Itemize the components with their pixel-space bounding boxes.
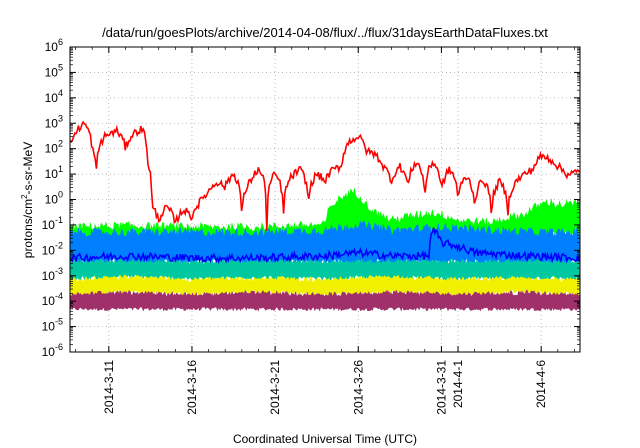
y-tick-label: 104 — [45, 88, 63, 105]
x-tick-label: 2014-4-6 — [534, 360, 548, 408]
y-axis-label-sup: 2 — [20, 194, 29, 199]
y-axis: 10-610-510-410-310-210-11001011021031041… — [42, 37, 580, 359]
y-tick-label-exp: 1 — [58, 164, 63, 174]
series-band-4 — [70, 220, 580, 264]
y-tick-label-exp: -5 — [55, 317, 63, 327]
y-tick-label-base: 10 — [45, 167, 59, 181]
y-tick-label-exp: 4 — [58, 88, 63, 98]
y-tick-label-base: 10 — [45, 91, 59, 105]
x-tick-label: 2014-4-1 — [451, 360, 465, 408]
y-tick-label: 106 — [45, 37, 63, 54]
series-line-6 — [70, 120, 580, 231]
y-tick-label: 10-4 — [42, 291, 63, 308]
y-tick-label-exp: -2 — [55, 240, 63, 250]
y-tick-label-exp: -3 — [55, 266, 63, 276]
y-tick-label: 10-3 — [42, 266, 63, 283]
y-tick-label-exp: -4 — [55, 291, 63, 301]
x-tick-label: 2014-3-31 — [434, 360, 448, 415]
y-tick-label-base: 10 — [42, 294, 56, 308]
x-tick-label: 2014-3-16 — [185, 360, 199, 415]
series-layer — [70, 120, 580, 312]
y-tick-label-base: 10 — [45, 142, 59, 156]
y-tick-label-base: 10 — [42, 320, 56, 334]
y-tick-label-exp: -1 — [55, 215, 63, 225]
x-tick-label: 2014-3-21 — [268, 360, 282, 415]
y-tick-label-base: 10 — [45, 193, 59, 207]
y-tick-label-exp: 5 — [58, 62, 63, 72]
x-tick-label: 2014-3-11 — [102, 360, 116, 414]
y-tick-label-exp: 2 — [58, 139, 63, 149]
y-tick-label: 101 — [45, 164, 63, 181]
y-tick-label-exp: 3 — [58, 113, 63, 123]
y-tick-label-base: 10 — [42, 243, 56, 257]
series-line-5 — [70, 227, 580, 265]
y-tick-label-base: 10 — [45, 65, 59, 79]
x-axis-label: Coordinated Universal Time (UTC) — [233, 432, 417, 446]
y-tick-label: 10-5 — [42, 317, 63, 334]
y-axis-label-base: protons/cm — [21, 199, 35, 258]
y-tick-label-base: 10 — [42, 218, 56, 232]
y-tick-label: 103 — [45, 113, 63, 130]
y-tick-label-base: 10 — [42, 345, 56, 359]
x-axis: 2014-3-11 2014-3-16 2014-3-21 2014-3-26 2014… — [75, 47, 575, 415]
y-tick-label-base: 10 — [42, 269, 56, 283]
y-tick-label: 102 — [45, 139, 63, 156]
series-band-0 — [70, 286, 580, 312]
y-tick-label-exp: 0 — [58, 190, 63, 200]
y-tick-label: 105 — [45, 62, 63, 79]
y-tick-label-exp: 6 — [58, 37, 63, 47]
y-axis-label: protons/cm2-s-sr-MeV — [20, 142, 35, 258]
y-tick-label-base: 10 — [45, 116, 59, 130]
y-tick-label: 10-1 — [42, 215, 63, 232]
y-tick-label-exp: -6 — [55, 342, 63, 352]
y-axis-label-rest: -s-sr-MeV — [21, 142, 35, 195]
chart-title: /data/run/goesPlots/archive/2014-04-08/f… — [102, 25, 548, 40]
y-tick-label: 10-6 — [42, 342, 63, 359]
y-tick-label: 10-2 — [42, 240, 63, 257]
x-tick-label: 2014-3-26 — [351, 360, 365, 415]
y-tick-label-base: 10 — [45, 40, 59, 54]
y-tick-label: 100 — [45, 190, 63, 207]
